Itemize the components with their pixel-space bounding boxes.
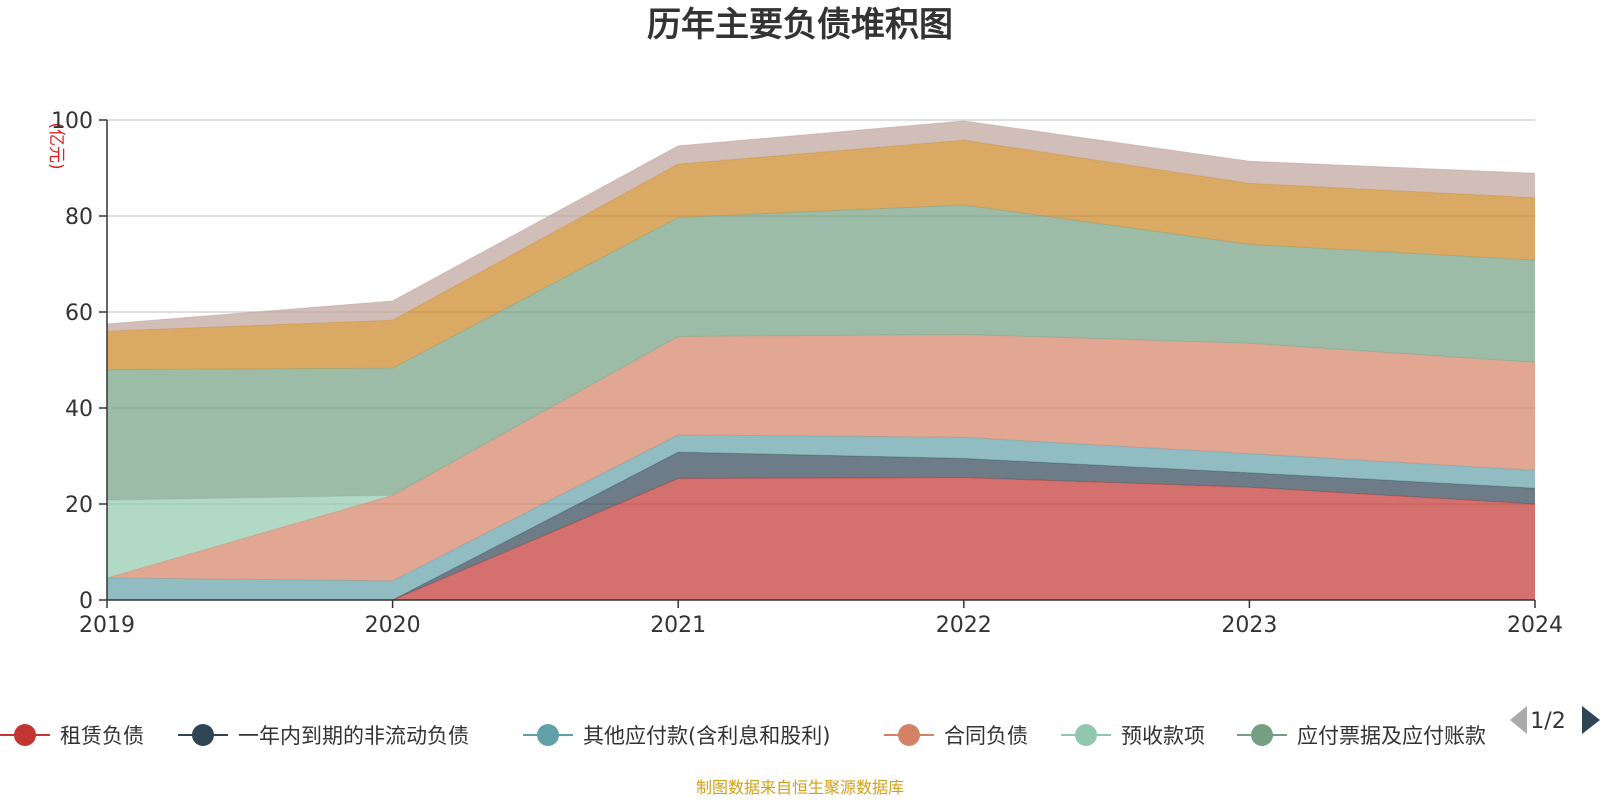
legend-item[interactable]: 预收款项 (1061, 724, 1205, 748)
legend-marker-icon (1251, 724, 1273, 746)
legend-item[interactable]: 其他应付款(含利息和股利) (523, 724, 830, 748)
stacked-areas (106, 120, 1536, 601)
area-series-6 (107, 204, 1535, 501)
y-tick-label: 80 (65, 205, 93, 230)
legend-pager[interactable]: 1/2 (1510, 706, 1600, 734)
x-tick-label: 2020 (365, 613, 421, 638)
area-series-3 (107, 434, 1535, 600)
legend-item[interactable]: 合同负债 (884, 724, 1028, 748)
legend-marker-icon (898, 724, 920, 746)
legend-label: 应付票据及应付账款 (1297, 724, 1486, 748)
legend-label: 合同负债 (944, 724, 1028, 748)
x-tick-label: 2022 (936, 613, 992, 638)
x-tick-label: 2021 (650, 613, 706, 638)
legend-marker-icon (192, 724, 214, 746)
y-tick-label: 20 (65, 493, 93, 518)
area-series-8 (107, 120, 1535, 332)
legend-marker-icon (537, 724, 559, 746)
legend-item[interactable]: 一年内到期的非流动负债 (178, 724, 469, 748)
legend-prev-page-icon[interactable] (1510, 706, 1527, 734)
legend-page-indicator: 1/2 (1530, 709, 1565, 734)
y-axis-unit-label: (亿元) (46, 122, 66, 169)
legend-item[interactable]: 应付票据及应付账款 (1237, 724, 1486, 748)
legend-marker-icon (14, 724, 36, 746)
legend-label: 一年内到期的非流动负债 (238, 724, 469, 748)
y-tick-label: 0 (79, 589, 93, 614)
x-tick-label: 2023 (1221, 613, 1277, 638)
area-series-4 (107, 334, 1535, 581)
legend-label: 租赁负债 (60, 724, 144, 748)
axes: 0 20 40 60 80 100 2019 2020 2021 2022 2023 2024 (51, 109, 1563, 638)
area-series-1 (107, 477, 1535, 600)
legend-marker-icon (1075, 724, 1097, 746)
chart-title: 历年主要负债堆积图 (647, 5, 953, 45)
data-source-note: 制图数据来自恒生聚源数据库 (696, 778, 904, 797)
legend-next-page-icon[interactable] (1582, 706, 1600, 734)
y-tick-label: 40 (65, 397, 93, 422)
y-tick-label: 60 (65, 301, 93, 326)
legend-label: 其他应付款(含利息和股利) (583, 724, 830, 748)
x-tick-label: 2019 (79, 613, 135, 638)
x-tick-label: 2024 (1507, 613, 1563, 638)
area-edge-8 (106, 120, 1536, 325)
legend-label: 预收款项 (1121, 724, 1205, 748)
area-series-7 (107, 140, 1535, 370)
y-tick-label: 100 (51, 109, 93, 134)
legend-item[interactable]: 租赁负债 (0, 724, 144, 748)
legend[interactable]: 租赁负债 一年内到期的非流动负债 其他应付款(含利息和股利) 合同负债 预收款项 应付票据… (0, 724, 1486, 748)
